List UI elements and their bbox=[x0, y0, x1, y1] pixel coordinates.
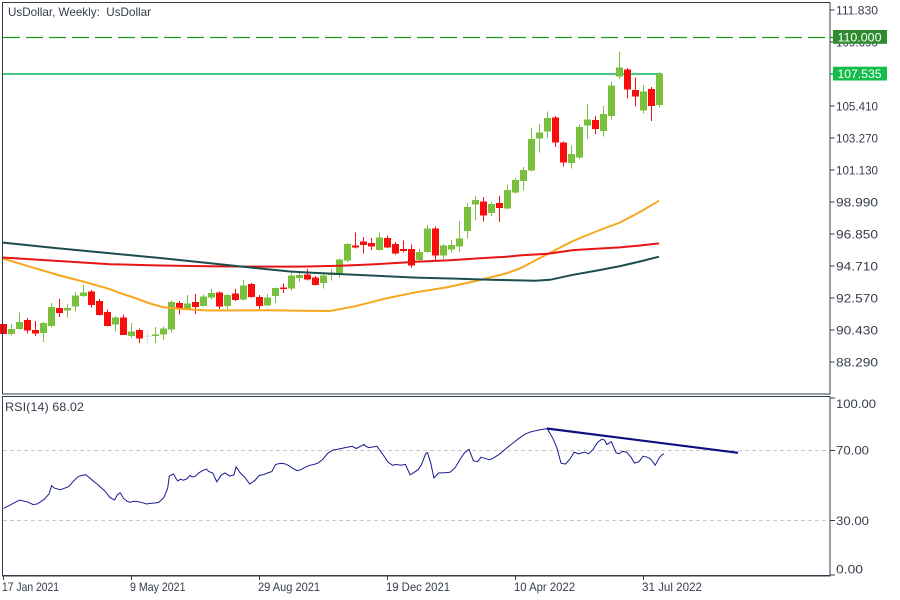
svg-text:31 Jul 2022: 31 Jul 2022 bbox=[642, 580, 702, 594]
svg-text:103.270: 103.270 bbox=[836, 132, 878, 146]
svg-text:9 May 2021: 9 May 2021 bbox=[130, 580, 186, 594]
svg-text:88.290: 88.290 bbox=[836, 356, 878, 370]
svg-text:100.00: 100.00 bbox=[836, 397, 876, 411]
svg-text:110.000: 110.000 bbox=[838, 31, 882, 45]
svg-text:105.410: 105.410 bbox=[836, 100, 878, 114]
svg-text:101.130: 101.130 bbox=[836, 164, 878, 178]
svg-text:17 Jan 2021: 17 Jan 2021 bbox=[2, 580, 59, 594]
svg-text:RSI(14) 68.02: RSI(14) 68.02 bbox=[5, 400, 84, 414]
svg-text:90.430: 90.430 bbox=[836, 324, 878, 338]
svg-text:94.710: 94.710 bbox=[836, 260, 878, 274]
svg-text:0.00: 0.00 bbox=[836, 563, 863, 577]
svg-text:10 Apr 2022: 10 Apr 2022 bbox=[514, 580, 575, 594]
svg-text:30.00: 30.00 bbox=[836, 514, 869, 528]
svg-text:92.570: 92.570 bbox=[836, 292, 878, 306]
svg-text:107.535: 107.535 bbox=[838, 67, 882, 81]
svg-text:70.00: 70.00 bbox=[836, 444, 869, 458]
svg-text:19 Dec 2021: 19 Dec 2021 bbox=[386, 580, 450, 594]
svg-text:111.830: 111.830 bbox=[836, 4, 878, 18]
svg-text:UsDollar, Weekly: UsDollar: UsDollar, Weekly: UsDollar bbox=[8, 5, 151, 19]
svg-text:98.990: 98.990 bbox=[836, 196, 878, 210]
svg-text:29 Aug 2021: 29 Aug 2021 bbox=[258, 580, 320, 594]
svg-text:96.850: 96.850 bbox=[836, 228, 878, 242]
